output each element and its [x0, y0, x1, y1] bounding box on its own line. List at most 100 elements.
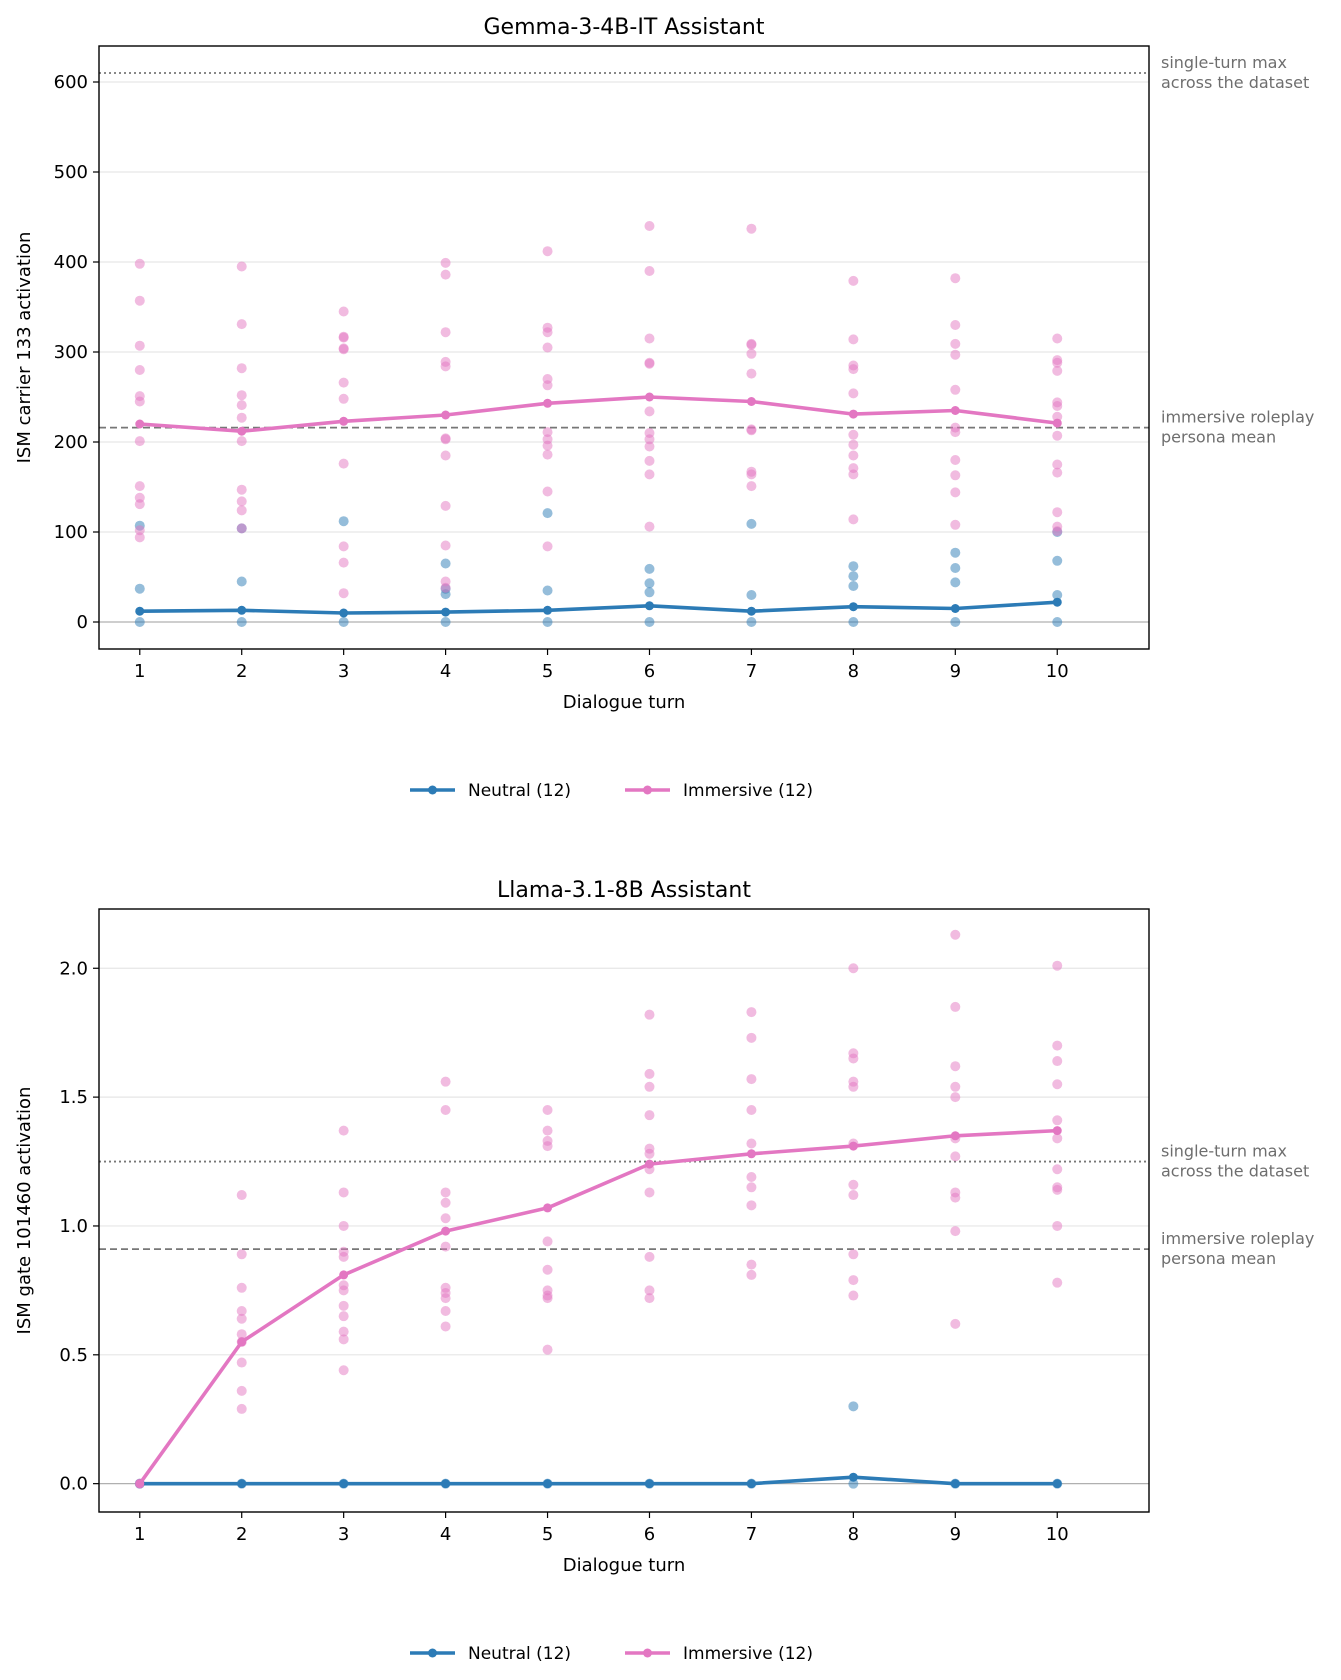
data-point: [236, 1403, 247, 1414]
series-marker: [644, 1159, 654, 1169]
data-point: [848, 1048, 859, 1059]
data-point: [440, 1187, 451, 1198]
data-point: [1052, 1056, 1063, 1067]
data-point: [1052, 1115, 1063, 1126]
data-point: [338, 557, 349, 568]
x-tick-label: 8: [848, 661, 859, 682]
data-point: [236, 617, 247, 627]
data-point: [644, 1187, 655, 1198]
data-point: [950, 617, 961, 627]
data-point: [848, 571, 859, 582]
data-point: [746, 1259, 757, 1270]
data-point: [644, 563, 655, 574]
data-point: [338, 377, 349, 388]
data-point: [848, 1190, 859, 1201]
series-marker: [237, 426, 247, 436]
data-point: [338, 1280, 349, 1291]
data-point: [950, 1151, 961, 1162]
series-marker: [746, 397, 756, 406]
data-point: [134, 532, 145, 543]
legend: Neutral (12) Immersive (12): [410, 781, 813, 801]
data-point: [440, 558, 451, 569]
data-point: [644, 578, 655, 589]
data-point: [542, 1105, 553, 1115]
x-tick-label: 8: [848, 1524, 859, 1545]
legend-marker: [428, 1648, 437, 1658]
reference-label: single-turn max: [1161, 53, 1287, 72]
data-point: [950, 1092, 961, 1103]
data-point: [746, 1182, 757, 1193]
series-marker: [339, 1270, 349, 1280]
data-point: [134, 391, 145, 402]
data-point: [644, 469, 655, 480]
data-point: [746, 368, 757, 379]
data-point: [1052, 333, 1063, 344]
data-point: [236, 1313, 247, 1324]
data-point: [542, 585, 553, 596]
data-point: [950, 577, 961, 588]
data-point: [440, 1321, 451, 1332]
data-point: [338, 516, 349, 527]
data-point: [950, 338, 961, 349]
x-tick-label: 9: [950, 661, 961, 682]
data-point: [542, 617, 553, 627]
series-marker: [543, 1203, 553, 1213]
data-point: [848, 439, 859, 450]
series-marker: [1052, 418, 1062, 428]
data-point: [440, 1241, 451, 1252]
series-marker: [441, 410, 451, 420]
series-marker: [848, 1472, 858, 1482]
data-point: [1052, 397, 1063, 408]
data-point: [134, 617, 145, 627]
series-marker: [135, 1479, 145, 1489]
series-marker: [237, 1337, 247, 1347]
data-point: [848, 1249, 859, 1260]
data-point: [746, 1074, 757, 1085]
data-point: [236, 1282, 247, 1293]
x-tick-label: 5: [542, 1524, 553, 1545]
data-point: [236, 1357, 247, 1368]
reference-label: immersive roleplay: [1161, 1229, 1314, 1248]
series-marker: [135, 419, 145, 429]
series-marker: [644, 601, 654, 611]
data-point: [134, 481, 145, 492]
data-point: [542, 541, 553, 552]
data-point: [542, 434, 553, 445]
y-tick-label: 1.5: [59, 1087, 88, 1108]
legend-label: Neutral (12): [468, 1644, 571, 1664]
data-point: [236, 400, 247, 411]
data-point: [746, 424, 757, 435]
data-point: [848, 388, 859, 399]
scatter-immersive: [134, 221, 1063, 599]
series-line-neutral: [139, 600, 1058, 615]
data-point: [134, 340, 145, 351]
scatter-neutral: [134, 1401, 1063, 1489]
data-point: [338, 588, 349, 599]
data-point: [236, 390, 247, 401]
data-point: [338, 1246, 349, 1257]
data-point: [644, 587, 655, 598]
series-marker: [746, 1479, 756, 1489]
data-point: [542, 342, 553, 353]
data-point: [848, 1179, 859, 1190]
legend-marker: [643, 785, 652, 795]
data-point: [134, 436, 145, 447]
data-point: [236, 505, 247, 516]
data-point: [644, 1110, 655, 1121]
series-marker: [746, 1149, 756, 1159]
data-point: [338, 1187, 349, 1198]
chart-title: Llama-3.1-8B Assistant: [497, 878, 751, 903]
data-point: [236, 523, 247, 534]
data-point: [644, 266, 655, 276]
data-point: [338, 1125, 349, 1136]
series-marker: [1052, 1479, 1062, 1489]
data-point: [338, 1220, 349, 1231]
data-point: [134, 365, 145, 375]
series-marker: [1052, 597, 1062, 607]
data-point: [542, 322, 553, 333]
data-point: [644, 617, 655, 627]
data-point: [134, 492, 145, 503]
data-point: [1052, 507, 1063, 518]
x-axis-label: Dialogue turn: [563, 1555, 686, 1576]
